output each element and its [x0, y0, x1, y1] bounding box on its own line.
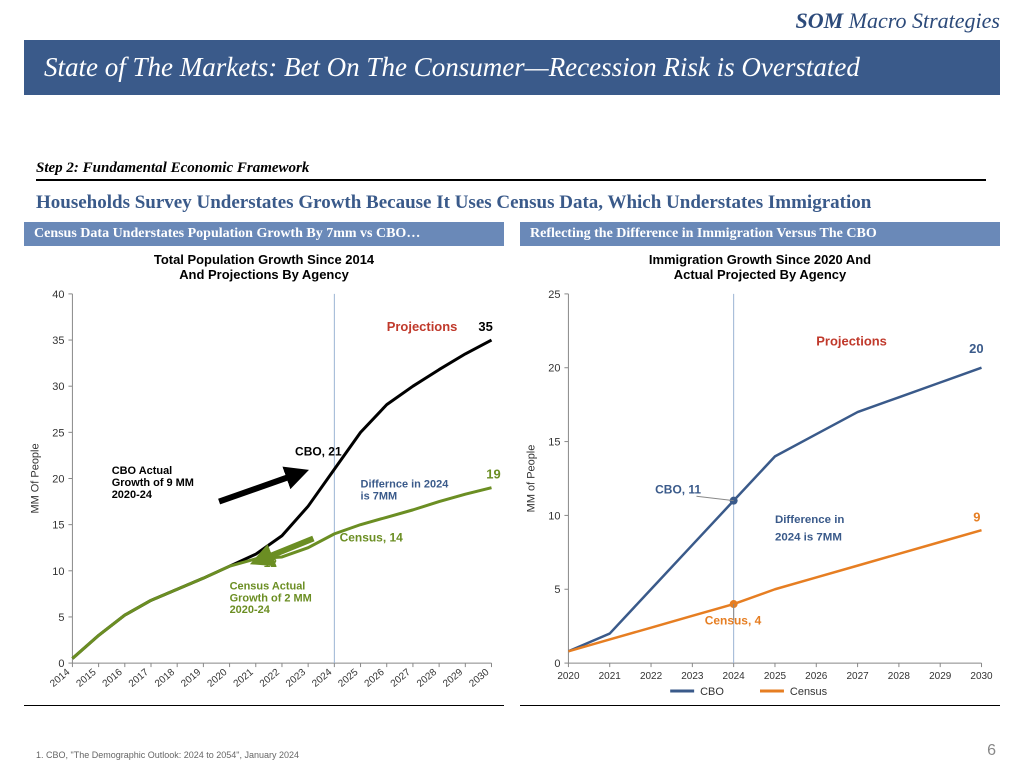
- svg-text:15: 15: [52, 520, 64, 532]
- svg-text:Census, 4: Census, 4: [705, 614, 762, 628]
- svg-text:5: 5: [554, 584, 560, 596]
- panels-row: Census Data Understates Population Growt…: [24, 222, 1000, 706]
- svg-text:2016: 2016: [101, 667, 125, 690]
- svg-text:19: 19: [486, 466, 500, 481]
- svg-text:12: 12: [264, 556, 278, 570]
- svg-text:20: 20: [969, 341, 983, 356]
- svg-text:40: 40: [52, 289, 64, 301]
- svg-text:And Projections By Agency: And Projections By Agency: [179, 267, 349, 282]
- svg-text:Census Actual: Census Actual: [230, 580, 306, 592]
- brand-bold: SOM: [795, 8, 843, 33]
- svg-text:Projections: Projections: [816, 334, 887, 349]
- svg-text:10: 10: [52, 566, 64, 578]
- svg-text:2021: 2021: [599, 671, 622, 682]
- svg-text:35: 35: [52, 335, 64, 347]
- svg-text:2019: 2019: [179, 667, 203, 690]
- svg-text:2015: 2015: [74, 667, 98, 690]
- svg-text:2026: 2026: [363, 667, 387, 690]
- svg-text:CBO, 21: CBO, 21: [295, 444, 342, 458]
- svg-text:25: 25: [52, 427, 64, 439]
- svg-text:2026: 2026: [805, 671, 828, 682]
- right-chart: Immigration Growth Since 2020 AndActual …: [520, 246, 1000, 706]
- svg-text:2020: 2020: [205, 667, 229, 690]
- svg-text:2020: 2020: [557, 671, 580, 682]
- left-panel-header: Census Data Understates Population Growt…: [24, 222, 504, 246]
- svg-text:9: 9: [973, 509, 980, 524]
- right-panel: Reflecting the Difference in Immigration…: [520, 222, 1000, 706]
- svg-text:Growth of 2 MM: Growth of 2 MM: [230, 592, 312, 604]
- brand-rest: Macro Strategies: [843, 8, 1000, 33]
- svg-text:Actual Projected By Agency: Actual Projected By Agency: [674, 267, 847, 282]
- svg-text:2024: 2024: [723, 671, 746, 682]
- headline: Households Survey Understates Growth Bec…: [36, 192, 871, 214]
- svg-text:2023: 2023: [681, 671, 704, 682]
- svg-text:2024: 2024: [310, 667, 334, 690]
- svg-text:5: 5: [58, 612, 64, 624]
- footnote: 1. CBO, "The Demographic Outlook: 2024 t…: [36, 750, 299, 760]
- svg-text:MM Of People: MM Of People: [29, 443, 41, 513]
- svg-text:2020-24: 2020-24: [112, 489, 153, 501]
- svg-text:35: 35: [478, 319, 492, 334]
- svg-text:Projections: Projections: [387, 319, 458, 334]
- slide-title: State of The Markets: Bet On The Consume…: [24, 40, 1000, 95]
- svg-text:2029: 2029: [929, 671, 952, 682]
- svg-text:2020-24: 2020-24: [230, 604, 271, 616]
- svg-text:2018: 2018: [153, 667, 177, 690]
- svg-text:Immigration Growth Since 2020: Immigration Growth Since 2020 And: [649, 252, 871, 267]
- svg-text:0: 0: [554, 658, 560, 670]
- svg-text:20: 20: [548, 363, 560, 375]
- svg-text:2030: 2030: [467, 667, 491, 690]
- svg-text:CBO, 11: CBO, 11: [655, 482, 701, 496]
- svg-text:Differnce in 2024: Differnce in 2024: [361, 479, 450, 491]
- step-label: Step 2: Fundamental Economic Framework: [36, 160, 986, 181]
- svg-text:2027: 2027: [846, 671, 869, 682]
- svg-text:is 7MM: is 7MM: [361, 491, 398, 503]
- svg-text:2030: 2030: [970, 671, 993, 682]
- page-number: 6: [987, 742, 996, 760]
- svg-text:10: 10: [548, 510, 560, 522]
- svg-text:2021: 2021: [232, 667, 256, 690]
- svg-text:30: 30: [52, 381, 64, 393]
- svg-text:2028: 2028: [888, 671, 911, 682]
- svg-text:2028: 2028: [415, 667, 439, 690]
- svg-text:2014: 2014: [48, 667, 72, 690]
- svg-text:2023: 2023: [284, 667, 308, 690]
- svg-text:20: 20: [52, 473, 64, 485]
- right-panel-header: Reflecting the Difference in Immigration…: [520, 222, 1000, 246]
- svg-text:CBO: CBO: [700, 686, 724, 698]
- svg-text:Difference in: Difference in: [775, 514, 844, 526]
- left-chart: Total Population Growth Since 2014And Pr…: [24, 246, 504, 706]
- svg-text:15: 15: [548, 437, 560, 449]
- left-panel: Census Data Understates Population Growt…: [24, 222, 504, 706]
- svg-text:Total Population Growth Since: Total Population Growth Since 2014: [154, 252, 375, 267]
- svg-text:2024 is 7MM: 2024 is 7MM: [775, 532, 842, 544]
- svg-text:2025: 2025: [764, 671, 787, 682]
- svg-text:25: 25: [548, 289, 560, 301]
- brand: SOM Macro Strategies: [795, 8, 1000, 34]
- svg-text:2029: 2029: [441, 667, 465, 690]
- svg-text:Growth of 9 MM: Growth of 9 MM: [112, 477, 194, 489]
- svg-text:2022: 2022: [640, 671, 663, 682]
- svg-text:2027: 2027: [389, 667, 413, 690]
- svg-text:2022: 2022: [258, 667, 282, 690]
- svg-text:2017: 2017: [127, 667, 151, 690]
- svg-text:Census: Census: [790, 686, 828, 698]
- svg-text:Census, 14: Census, 14: [340, 530, 404, 544]
- svg-text:2025: 2025: [336, 667, 360, 690]
- svg-text:MM of People: MM of People: [525, 445, 537, 513]
- svg-text:CBO Actual: CBO Actual: [112, 465, 173, 477]
